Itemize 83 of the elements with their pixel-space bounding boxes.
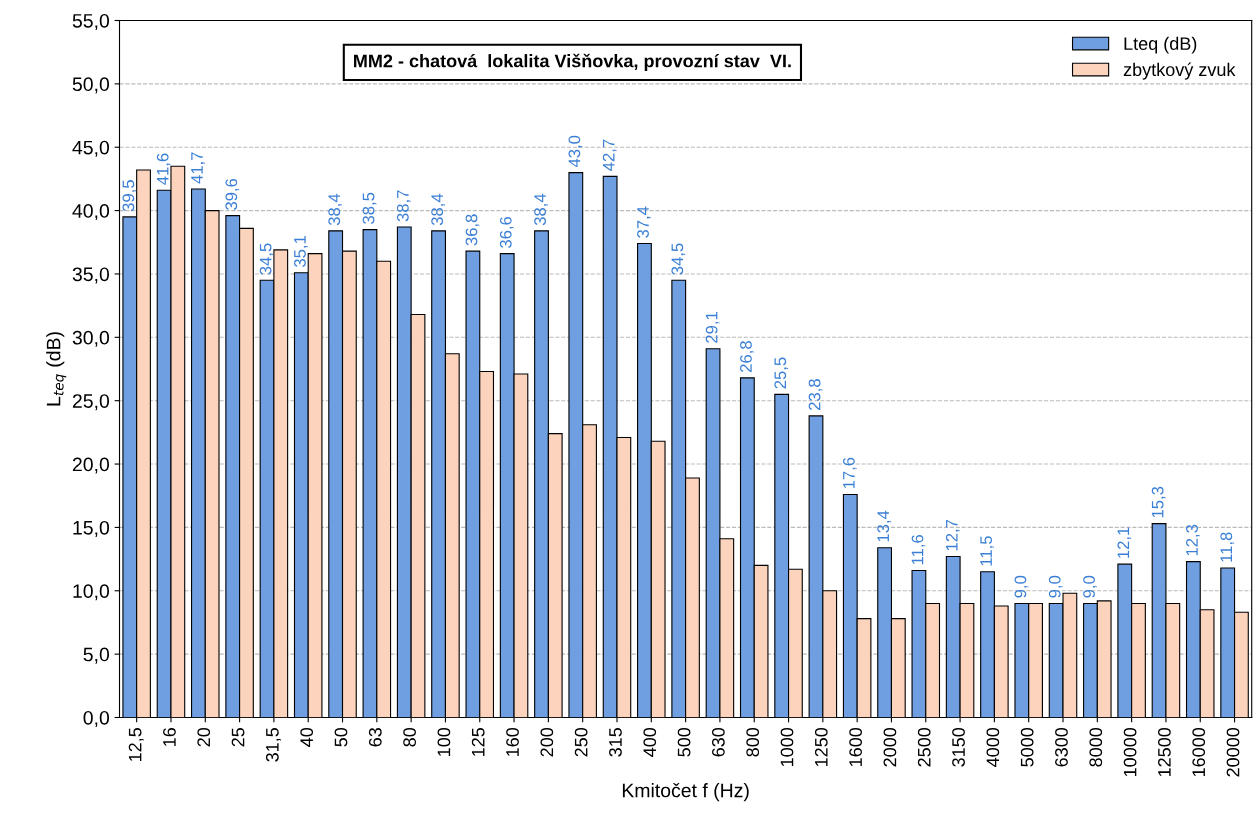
- data-label: 9,0: [1014, 575, 1029, 598]
- data-label: 38,4: [328, 193, 343, 226]
- data-label: 9,0: [1083, 575, 1097, 598]
- x-tick-label: 1600: [849, 727, 862, 767]
- x-tick-label: 630: [711, 727, 725, 757]
- x-tick-label: 16: [163, 728, 176, 746]
- data-label: 29,1: [705, 312, 720, 343]
- data-label: 38,5: [362, 192, 377, 224]
- x-tick-label: 80: [403, 727, 416, 747]
- x-tick-label: 16000: [1192, 727, 1206, 777]
- y-tick-label: 10,0: [73, 584, 110, 601]
- legend-label: zbytkový zvuk: [1123, 62, 1236, 80]
- x-tick-label: 2500: [917, 727, 931, 767]
- x-tick-label: 20000: [1226, 727, 1240, 777]
- x-tick-label: 12,5: [128, 727, 144, 761]
- x-tick-label: 250: [574, 727, 588, 757]
- y-tick-label: 15,0: [73, 520, 110, 537]
- data-label: 13,4: [877, 510, 892, 542]
- data-label: 41,7: [191, 152, 205, 184]
- x-tick-label: 4000: [986, 727, 1000, 767]
- data-label: 38,7: [396, 190, 411, 222]
- data-label: 39,5: [122, 180, 137, 212]
- data-label: 34,5: [671, 243, 686, 275]
- legend-label: Lteq (dB): [1124, 36, 1197, 54]
- x-tick-label: 63: [368, 728, 382, 747]
- x-tick-label: 315: [609, 727, 622, 757]
- x-tick-label: 500: [677, 727, 691, 757]
- y-tick-label: 45,0: [72, 140, 110, 157]
- y-axis-title: L$_{teq}$ (dB): [46, 332, 67, 406]
- y-tick-label: 0,0: [83, 710, 110, 728]
- y-tick-label: 30,0: [72, 330, 110, 347]
- x-tick-label: 5000: [1020, 727, 1034, 767]
- y-tick-label: 5,0: [83, 647, 110, 664]
- data-label: 11,8: [1220, 532, 1235, 562]
- y-tick-label: 35,0: [72, 267, 110, 284]
- data-label: 9,0: [1048, 575, 1063, 598]
- x-tick-label: 400: [643, 727, 657, 757]
- y-tick-label: 50,0: [72, 77, 110, 94]
- x-tick-label: 20: [197, 727, 211, 747]
- x-tick-label: 800: [746, 727, 760, 757]
- y-tick-label: 25,0: [72, 394, 110, 411]
- data-label: 26,8: [740, 341, 754, 372]
- data-label: 25,5: [774, 357, 789, 389]
- x-tick-label: 200: [540, 727, 554, 757]
- data-label: 41,6: [156, 153, 171, 185]
- y-tick-label: 40,0: [72, 204, 110, 221]
- x-tick-label: 8000: [1089, 727, 1103, 767]
- x-tick-label: 125: [471, 727, 485, 756]
- data-label: 36,6: [499, 216, 514, 248]
- x-tick-label: 1000: [780, 727, 794, 767]
- x-tick-label: 10000: [1123, 727, 1137, 777]
- data-label: 23,8: [808, 379, 823, 410]
- x-tick-label: 40: [300, 727, 314, 747]
- data-label: 12,3: [1186, 524, 1200, 556]
- x-axis-title: Kmitočet f (Hz): [622, 782, 749, 802]
- x-tick-label: 1250: [814, 727, 828, 767]
- x-tick-label: 25: [231, 727, 245, 747]
- y-tick-label: 55,0: [72, 13, 110, 31]
- data-label: 38,4: [534, 193, 548, 226]
- data-label: 35,1: [294, 235, 308, 267]
- x-tick-label: 31,5: [265, 727, 281, 762]
- x-tick-label: 6300: [1055, 727, 1068, 767]
- data-label: 42,7: [602, 139, 617, 171]
- x-tick-label: 12500: [1158, 727, 1171, 777]
- text: MM2 - chatová lokalita Višňovka, provozní stav VI.: [354, 53, 791, 71]
- x-tick-label: 2000: [883, 727, 897, 767]
- x-tick-label: 100: [437, 727, 451, 756]
- data-label: 12,1: [1117, 527, 1132, 558]
- x-tick-label: 160: [506, 727, 519, 756]
- y-tick-label: 20,0: [72, 457, 110, 474]
- data-label: 17,6: [842, 457, 857, 489]
- data-label: 39,6: [225, 178, 240, 210]
- data-label: 15,3: [1151, 486, 1166, 518]
- data-label: 43,0: [568, 135, 583, 168]
- data-label: 37,4: [637, 206, 651, 238]
- data-label: 36,8: [465, 214, 480, 246]
- data-label: 38,4: [431, 193, 446, 226]
- data-label: 11,6: [911, 534, 926, 565]
- data-label: 11,5: [980, 536, 994, 566]
- data-label: 12,7: [945, 519, 960, 551]
- x-tick-label: 50: [334, 727, 348, 747]
- data-label: 34,5: [259, 243, 274, 275]
- x-tick-label: 3150: [952, 727, 965, 767]
